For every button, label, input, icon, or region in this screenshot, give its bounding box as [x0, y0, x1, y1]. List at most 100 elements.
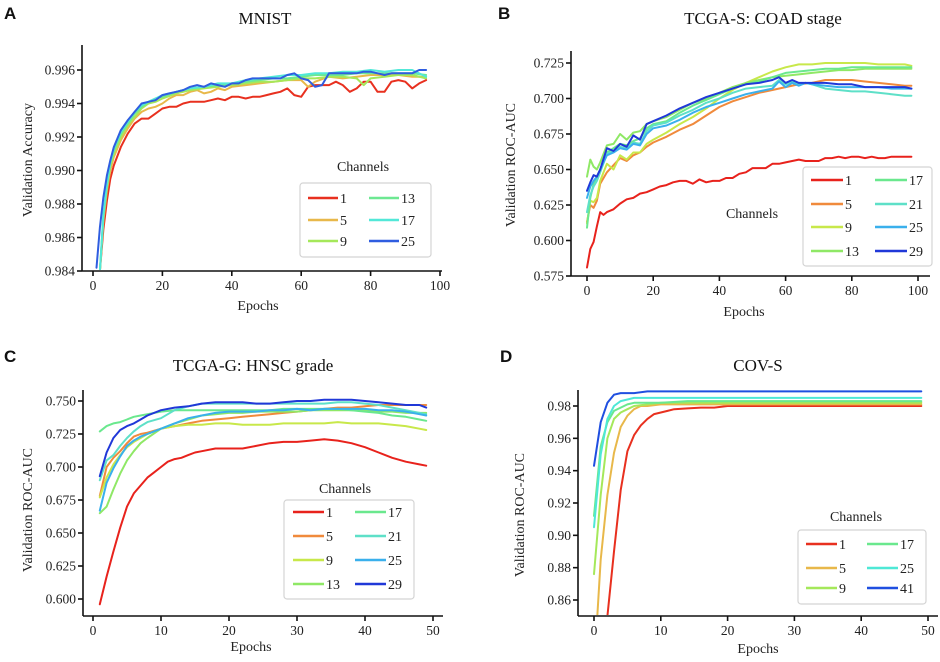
y-tick-label: 0.625 [534, 198, 565, 213]
y-tick-label: 0.650 [534, 162, 565, 177]
legend-item: 5 [811, 198, 852, 213]
legend-label: 17 [388, 506, 402, 521]
legend-label: 21 [909, 198, 923, 213]
series-group [586, 62, 913, 269]
x-tick-label: 20 [646, 283, 660, 298]
series-line-25 [586, 80, 913, 199]
legend-label: 29 [388, 578, 402, 593]
y-tick-label: 0.650 [46, 526, 77, 541]
legend-item: 25 [875, 221, 923, 236]
legend-label: 5 [845, 198, 852, 213]
y-tick-label: 0.992 [45, 130, 75, 145]
x-tick-label: 100 [430, 278, 451, 293]
legend-item: 1 [811, 174, 852, 189]
panel-letter: A [4, 4, 16, 23]
y-tick-label: 0.88 [547, 560, 571, 575]
legend-item: 9 [308, 235, 347, 250]
legend-item: 13 [369, 192, 415, 207]
y-tick-label: 0.600 [46, 592, 77, 607]
legend-label: 9 [845, 221, 852, 236]
y-tick-label: 0.984 [45, 264, 76, 279]
legend-label: 1 [839, 538, 846, 553]
y-tick-label: 0.625 [46, 559, 77, 574]
legend-label: 21 [388, 530, 402, 545]
legend-item: 21 [355, 530, 402, 545]
panel-b: B TCGA-S: COAD stage 0.575 0.600 0.625 0.650 0… [498, 4, 933, 320]
legend-label: 13 [401, 192, 415, 207]
x-tick-label: 40 [854, 623, 868, 638]
legend-title: Channels [337, 160, 389, 175]
legend-label: 25 [388, 554, 402, 569]
panel-letter: C [4, 347, 16, 366]
legend-box [283, 499, 415, 600]
series-line-9 [586, 62, 913, 225]
legend-item: 9 [811, 221, 852, 236]
legend-item: 17 [369, 214, 415, 229]
y-axis-label: Validation Accuracy [21, 103, 36, 217]
legend-item: 9 [293, 554, 333, 569]
series-line-1 [98, 79, 428, 270]
legend-label: 25 [900, 562, 914, 577]
y-tick-label: 0.92 [547, 496, 571, 511]
y-tick-label: 0.750 [46, 394, 77, 409]
x-tick-label: 60 [294, 278, 308, 293]
legend-item: 5 [308, 214, 347, 229]
legend-label: 17 [900, 538, 914, 553]
series-line-5 [98, 404, 428, 497]
legend-item: 29 [875, 245, 923, 260]
legend-label: 5 [326, 530, 333, 545]
legend-label: 41 [900, 582, 914, 597]
legend-label: 5 [340, 214, 347, 229]
series-line-17 [593, 400, 923, 517]
y-tick-label: 0.990 [45, 163, 76, 178]
legend-box [299, 182, 432, 258]
x-tick-label: 0 [90, 278, 97, 293]
series-line-13 [586, 67, 913, 178]
legend-label: 13 [326, 578, 340, 593]
panel-letter: D [500, 347, 512, 366]
y-tick-label: 0.996 [45, 63, 76, 78]
series-line-25 [593, 396, 923, 529]
legend-item: 9 [806, 582, 846, 597]
x-tick-label: 40 [358, 623, 372, 638]
y-axis-label: Validation ROC-AUC [21, 448, 36, 572]
legend-item: 17 [875, 174, 923, 189]
series-line-17 [586, 66, 913, 229]
y-tick-label: 0.675 [534, 127, 565, 142]
legend-label: 9 [340, 235, 347, 250]
x-tick-label: 50 [426, 623, 440, 638]
y-tick-label: 0.96 [547, 431, 571, 446]
legend-item: 41 [867, 582, 914, 597]
legend-item: 17 [355, 506, 402, 521]
x-tick-label: 20 [721, 623, 735, 638]
series-line-25 [95, 69, 428, 269]
legend-label: 17 [909, 174, 923, 189]
series-line-17 [98, 407, 428, 433]
series-line-1 [98, 438, 428, 606]
chart-title: COV-S [733, 356, 782, 375]
y-tick-label: 0.90 [547, 528, 571, 543]
series-line-25 [98, 407, 428, 512]
y-axis-label: Validation ROC-AUC [513, 453, 528, 577]
legend-label: 1 [326, 506, 333, 521]
x-axis-label: Epochs [237, 299, 278, 314]
legend-label: 5 [839, 562, 846, 577]
y-tick-label: 0.700 [534, 91, 565, 106]
legend-label: 1 [845, 174, 852, 189]
legend-item: 21 [875, 198, 923, 213]
x-tick-label: 10 [654, 623, 668, 638]
x-tick-label: 80 [845, 283, 859, 298]
x-tick-label: 30 [788, 623, 802, 638]
legend-box [797, 529, 927, 605]
legend: Channels 1 5 9 13 17 21 25 29 [726, 166, 933, 267]
y-tick-label: 0.700 [46, 460, 77, 475]
panel-letter: B [498, 4, 510, 23]
x-tick-label: 40 [713, 283, 727, 298]
legend-item: 17 [867, 538, 914, 553]
x-tick-label: 80 [364, 278, 378, 293]
series-line-5 [586, 79, 913, 223]
legend-label: 1 [340, 192, 347, 207]
legend-label: 29 [909, 245, 923, 260]
x-tick-label: 0 [584, 283, 591, 298]
y-tick-label: 0.986 [45, 230, 76, 245]
